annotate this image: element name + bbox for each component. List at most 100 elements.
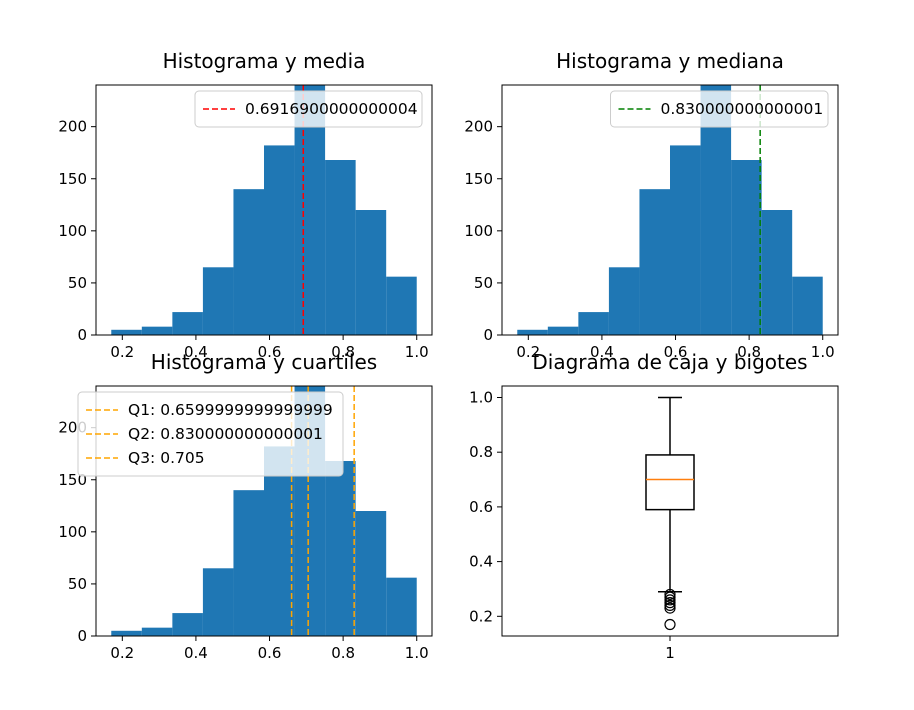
legend: Q1: 0.6599999999999999 Q2: 0.830000000000… xyxy=(77,391,344,477)
legend: 0.6916900000000004 xyxy=(194,90,423,128)
legend: 0.830000000000001 xyxy=(610,90,829,128)
histogram-bar xyxy=(639,189,670,335)
x-tick-label: 1.0 xyxy=(405,343,429,361)
histogram-bar xyxy=(141,627,173,636)
x-tick-label: 0.4 xyxy=(184,644,208,662)
x-tick-label: 0.8 xyxy=(331,644,355,662)
x-tick-label: 0.8 xyxy=(737,343,761,361)
x-tick-label: 0.4 xyxy=(184,343,208,361)
x-tick-label: 0.6 xyxy=(258,343,282,361)
y-axis-ticks: 0.2 0.4 0.6 0.8 1.0 xyxy=(469,388,502,625)
histogram-bar xyxy=(325,160,356,335)
chart-title: Histograma y media xyxy=(163,49,366,73)
y-tick-label: 0.6 xyxy=(469,498,493,516)
axes-frame xyxy=(95,385,433,637)
y-tick-label: 150 xyxy=(464,170,493,188)
legend-label: 0.830000000000001 xyxy=(661,100,824,118)
chart-title: Histograma y cuartiles xyxy=(151,350,377,374)
x-tick-label: 0.6 xyxy=(258,644,282,662)
y-tick-label: 50 xyxy=(68,274,87,292)
histogram-bar xyxy=(325,461,356,636)
x-tick-label: 0.2 xyxy=(516,343,540,361)
histogram-bar xyxy=(608,267,640,335)
y-tick-label: 150 xyxy=(58,170,87,188)
histogram-bar xyxy=(111,630,142,636)
y-tick-label: 100 xyxy=(58,222,87,240)
x-axis-ticks: 0.2 0.4 0.6 0.8 1.0 xyxy=(110,335,429,361)
x-axis-ticks: 0.2 0.4 0.6 0.8 1.0 xyxy=(110,636,429,662)
x-tick-label: 0.4 xyxy=(590,343,614,361)
y-tick-label: 0.2 xyxy=(469,607,493,625)
histogram-bar xyxy=(517,329,548,335)
outlier-point xyxy=(664,588,676,601)
histogram-bar xyxy=(233,189,264,335)
histogram-bar xyxy=(792,276,823,335)
y-axis-ticks: 0 50 100 150 200 xyxy=(464,118,502,344)
y-tick-label: 200 xyxy=(464,118,493,136)
panel-histogram-median: 0.2 0.4 0.6 0.8 1.0 0 50 100 150 200 Histograma … xyxy=(464,49,839,361)
histogram-bar xyxy=(233,490,264,636)
histogram-bar xyxy=(670,145,701,335)
histogram-bars xyxy=(517,85,823,335)
x-tick-label: 0.6 xyxy=(664,343,688,361)
histogram-bar xyxy=(172,613,203,636)
chart-title: Diagrama de caja y bigotes xyxy=(532,350,807,374)
legend-label: Q2: 0.830000000000001 xyxy=(128,425,323,443)
outlier-point xyxy=(664,594,676,606)
legend-label: Q1: 0.6599999999999999 xyxy=(128,401,333,419)
chart-title: Histograma y mediana xyxy=(556,49,784,73)
y-axis-ticks: 0 50 100 150 200 xyxy=(58,118,96,344)
y-tick-label: 100 xyxy=(58,523,87,541)
axes-frame xyxy=(95,84,433,336)
outlier-point xyxy=(664,602,676,614)
histogram-bar xyxy=(202,568,234,636)
y-tick-label: 0.4 xyxy=(469,553,493,571)
histogram-bar xyxy=(731,160,762,335)
histogram-bar xyxy=(761,210,793,335)
y-tick-label: 50 xyxy=(68,575,87,593)
outlier-point xyxy=(664,599,676,611)
x-tick-label: 1.0 xyxy=(811,343,835,361)
histogram-bar xyxy=(172,312,203,335)
legend-box xyxy=(194,90,423,128)
outlier-point xyxy=(664,618,676,631)
y-tick-label: 0 xyxy=(77,627,87,645)
histogram-bar xyxy=(111,329,142,335)
box-iqr xyxy=(645,454,695,511)
histogram-bar xyxy=(355,210,387,335)
x-tick-label: 0.2 xyxy=(110,343,134,361)
y-tick-label: 100 xyxy=(464,222,493,240)
panel-histogram-mean: 0.2 0.4 0.6 0.8 1.0 0 50 100 150 200 Histograma … xyxy=(58,49,433,361)
histogram-bar xyxy=(264,446,295,636)
x-axis-ticks: 1 xyxy=(665,636,675,662)
histogram-bar xyxy=(264,145,295,335)
histogram-bar xyxy=(141,326,173,335)
y-tick-label: 0 xyxy=(77,326,87,344)
y-tick-label: 50 xyxy=(474,274,493,292)
boxplot xyxy=(645,396,695,631)
x-axis-ticks: 0.2 0.4 0.6 0.8 1.0 xyxy=(516,335,835,361)
legend-box xyxy=(610,90,829,128)
panel-boxplot: 1 0.2 0.4 0.6 0.8 1.0 Diagrama de caja y big… xyxy=(469,350,839,662)
y-tick-label: 0 xyxy=(483,326,493,344)
x-tick-label: 1.0 xyxy=(405,644,429,662)
legend-label: Q3: 0.705 xyxy=(128,449,205,467)
histogram-bar xyxy=(578,312,609,335)
histogram-bar xyxy=(202,267,234,335)
y-tick-label: 0.8 xyxy=(469,443,493,461)
axes-frame xyxy=(501,84,839,336)
legend-box xyxy=(77,391,344,477)
y-tick-label: 200 xyxy=(58,118,87,136)
x-tick-label: 1 xyxy=(665,644,675,662)
histogram-bar xyxy=(386,577,417,636)
histogram-bar xyxy=(386,276,417,335)
outlier-point xyxy=(664,591,676,603)
x-tick-label: 0.2 xyxy=(110,644,134,662)
histogram-bar xyxy=(547,326,579,335)
y-tick-label: 1.0 xyxy=(469,388,493,406)
x-tick-label: 0.8 xyxy=(331,343,355,361)
histogram-bar xyxy=(355,511,387,636)
legend-label: 0.6916900000000004 xyxy=(245,100,418,118)
